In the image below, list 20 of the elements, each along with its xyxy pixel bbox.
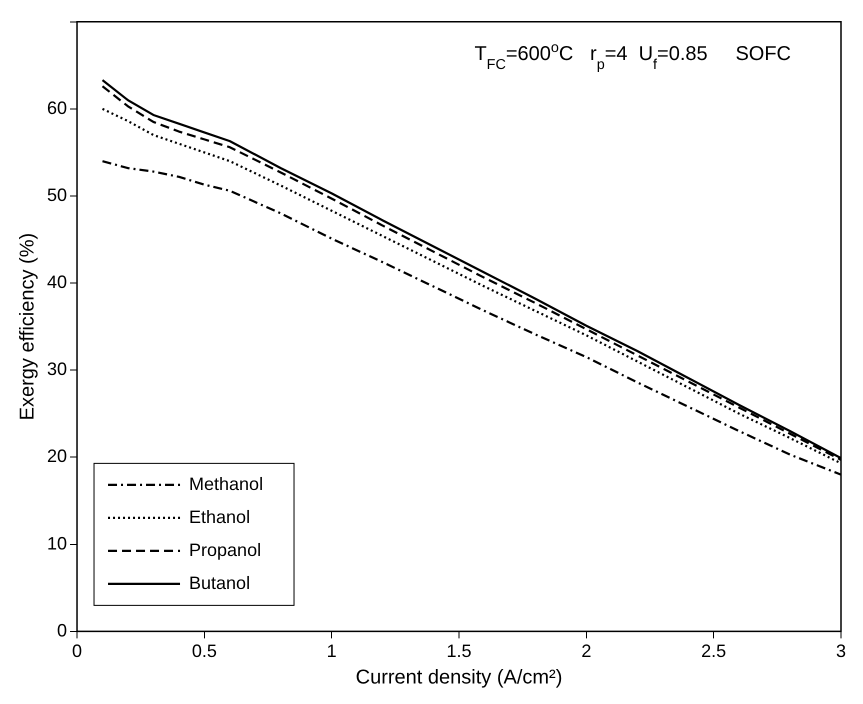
legend-label: Propanol [189,540,262,560]
y-tick-label: 20 [46,446,68,466]
legend-label: Methanol [189,474,264,494]
y-tick-label: 10 [46,533,68,554]
x-tick-label: 0.5 [192,641,217,662]
x-tick-label: 0 [72,641,82,662]
x-tick-label: 1 [326,641,337,662]
x-tick-label: 1.5 [446,641,472,662]
y-axis-title: Exergy efficiency (%) [16,232,39,420]
y-tick-label: 60 [46,98,68,118]
x-tick-label: 3 [836,641,846,662]
x-tick-label: 2 [581,641,592,662]
y-tick-label: 50 [46,184,68,205]
x-tick-label: 2.5 [701,641,726,662]
y-tick-label: 40 [46,272,68,292]
legend-label: Butanol [189,572,250,593]
x-axis-title: Current density (A/cm²) [356,666,562,689]
y-tick-label: 30 [46,359,68,380]
y-tick-label: 0 [57,620,68,640]
legend-label: Ethanol [189,506,250,527]
